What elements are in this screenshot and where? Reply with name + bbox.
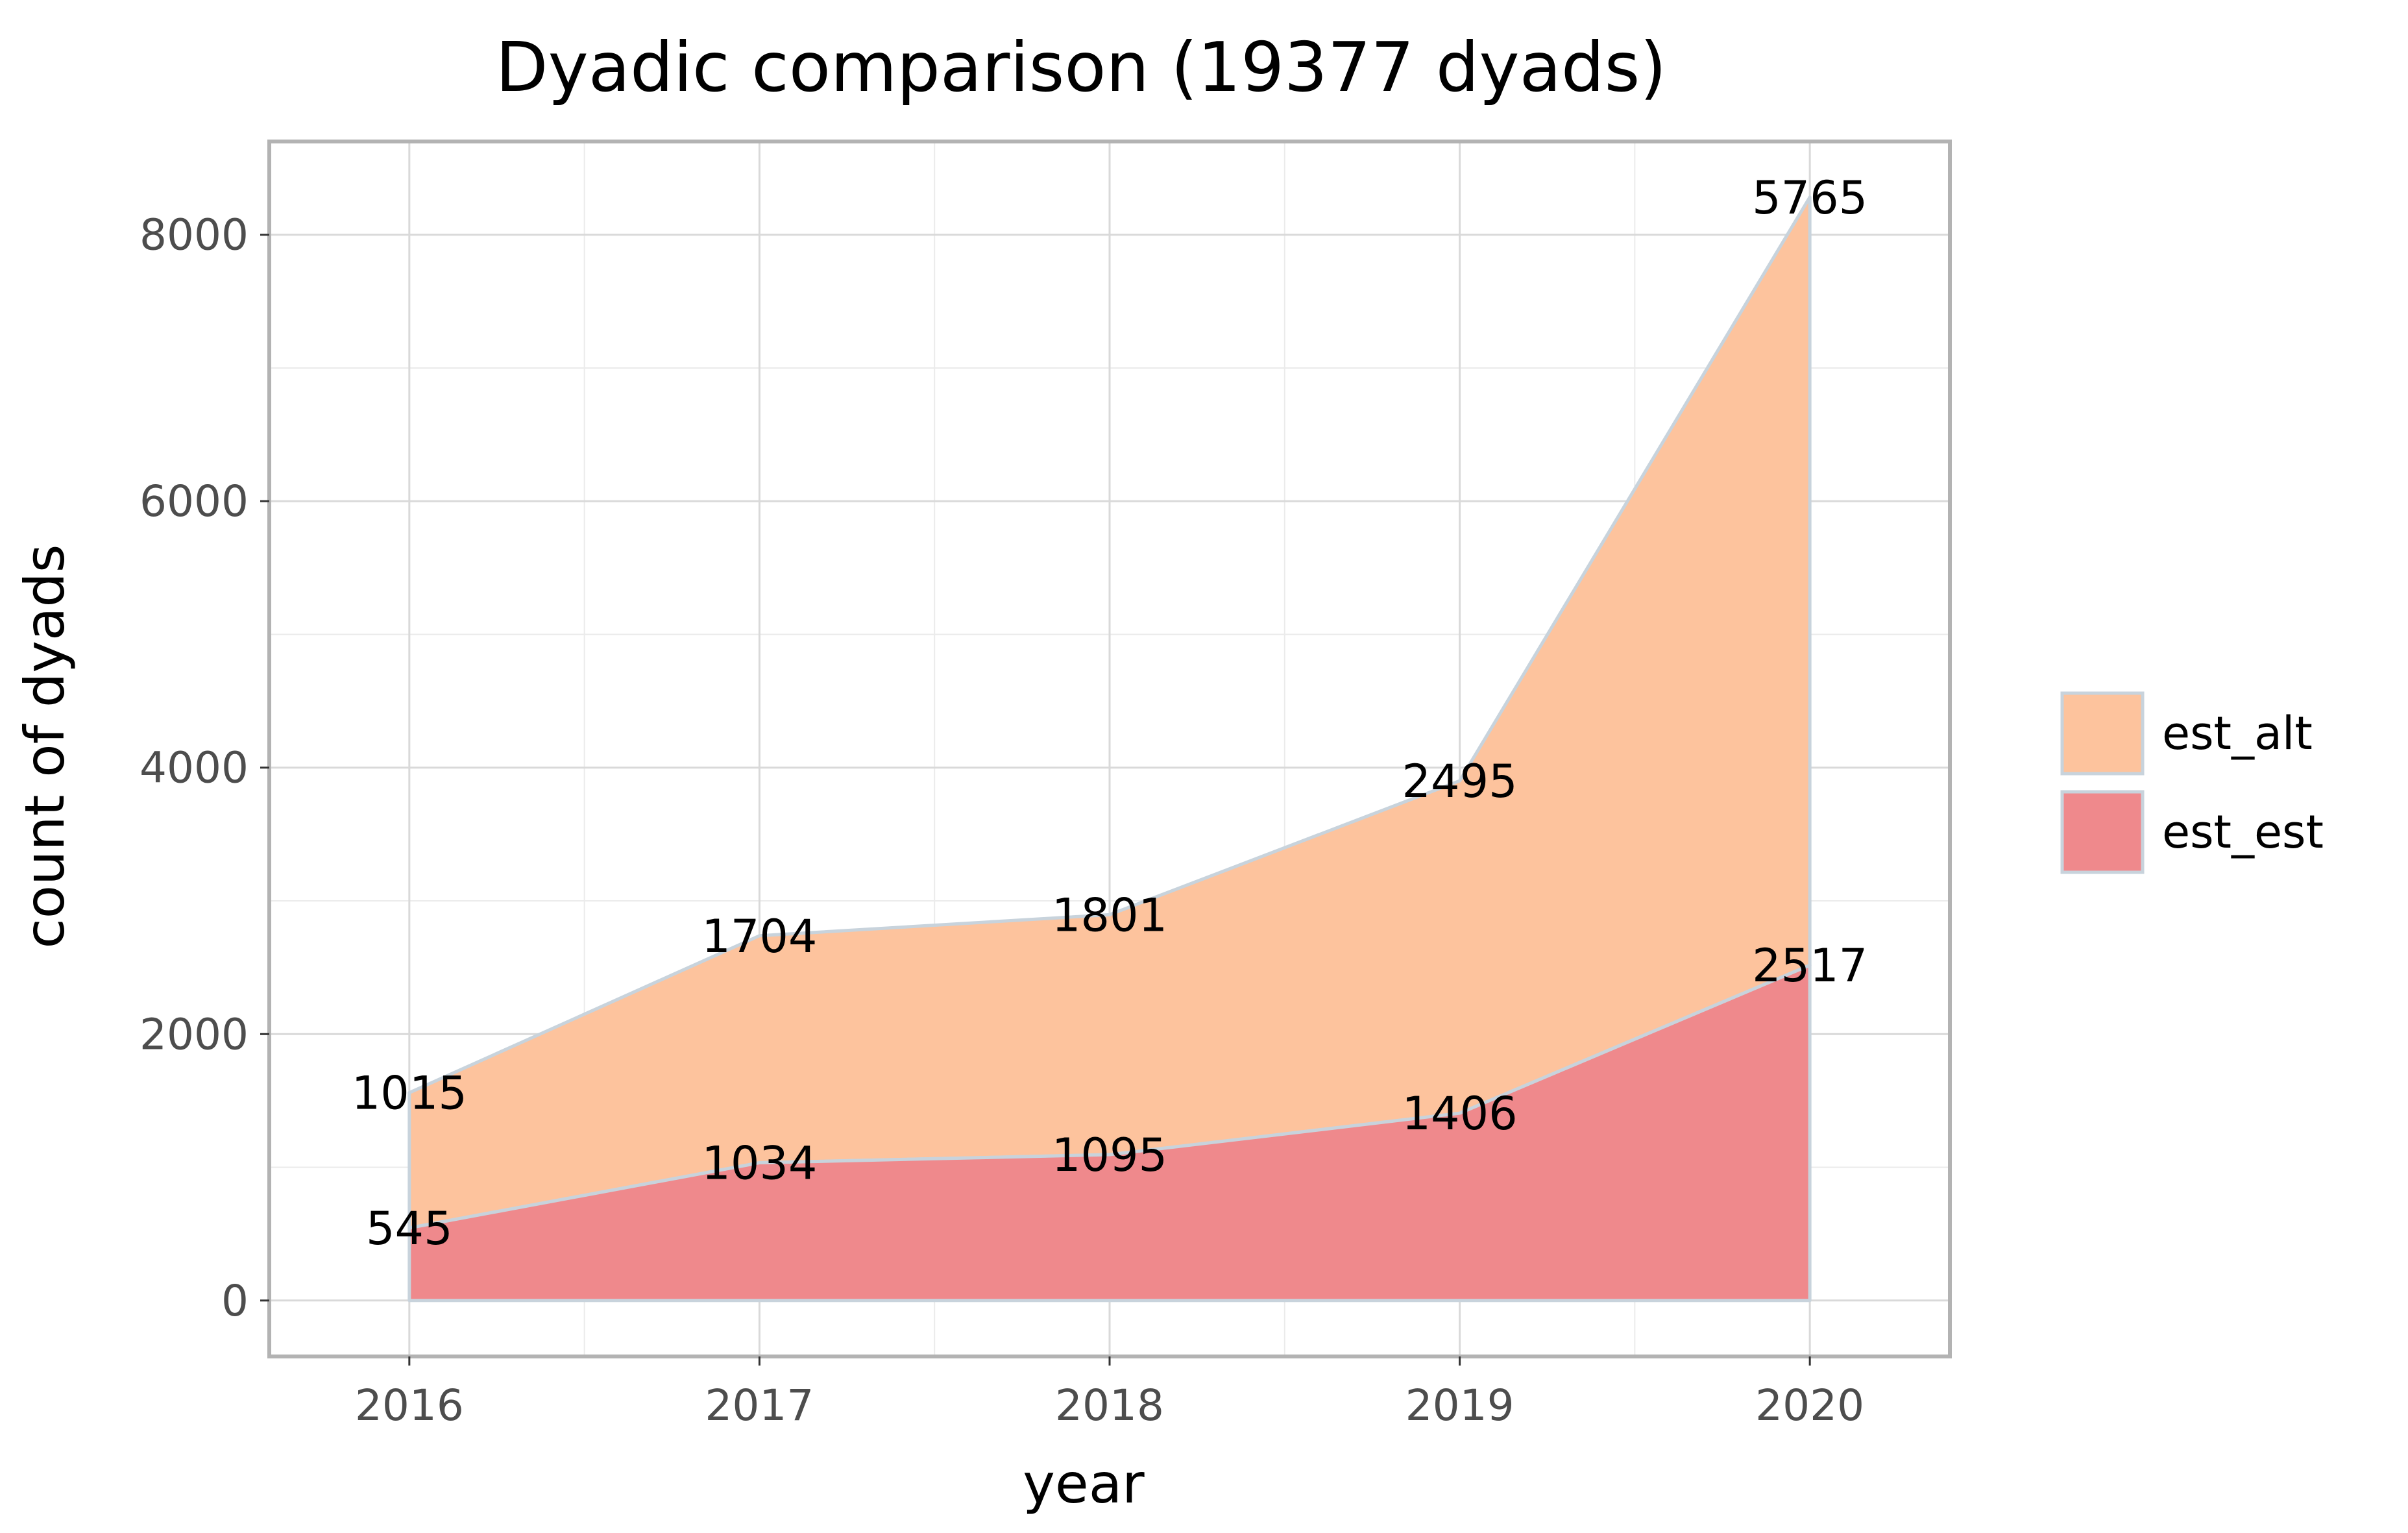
data-label-est-est: 2517 — [1752, 939, 1867, 992]
legend-swatch-est-alt — [2060, 691, 2145, 776]
chart-title: Dyadic comparison (19377 dyads) — [496, 28, 1667, 107]
data-labels: 545 1034 1095 1406 2517 1015 1704 1801 2495 5765 — [352, 171, 1867, 1255]
y-tick-label: 8000 — [140, 210, 249, 260]
x-axis-ticks: 2016 2017 2018 2019 2020 — [355, 1356, 1864, 1430]
legend-label-est-alt: est_alt — [2162, 707, 2313, 760]
x-tick-label: 2019 — [1405, 1380, 1514, 1430]
data-label-est-alt: 1801 — [1052, 889, 1167, 942]
x-axis-title: year — [1023, 1452, 1145, 1515]
data-label-est-alt: 5765 — [1752, 171, 1867, 225]
plot-panel: 545 1034 1095 1406 2517 1015 1704 1801 2495 5765 — [267, 140, 1952, 1358]
data-label-est-alt: 2495 — [1402, 755, 1518, 808]
y-tick-label: 0 — [221, 1276, 249, 1326]
y-tick-label: 6000 — [140, 476, 249, 526]
x-tick-label: 2020 — [1755, 1380, 1864, 1430]
data-label-est-est: 1095 — [1052, 1129, 1167, 1182]
y-tick-label: 2000 — [140, 1009, 249, 1059]
x-tick-label: 2017 — [705, 1380, 814, 1430]
y-axis-ticks: 0 2000 4000 6000 8000 — [140, 210, 269, 1326]
legend-swatch-est-est — [2060, 790, 2145, 874]
data-label-est-alt: 1704 — [701, 910, 817, 963]
x-tick-label: 2016 — [355, 1380, 464, 1430]
data-label-est-est: 545 — [366, 1202, 453, 1255]
area-layers — [407, 195, 1812, 1303]
data-label-est-est: 1034 — [701, 1137, 817, 1190]
area-est-est — [407, 963, 1812, 1303]
legend-label-est-est: est_est — [2162, 805, 2324, 859]
legend: est_alt est_est — [2060, 691, 2324, 874]
data-label-est-est: 1406 — [1402, 1087, 1518, 1140]
data-label-est-alt: 1015 — [352, 1067, 467, 1120]
y-tick-label: 4000 — [140, 743, 249, 793]
x-tick-label: 2018 — [1055, 1380, 1164, 1430]
y-axis-title: count of dyads — [13, 545, 77, 949]
